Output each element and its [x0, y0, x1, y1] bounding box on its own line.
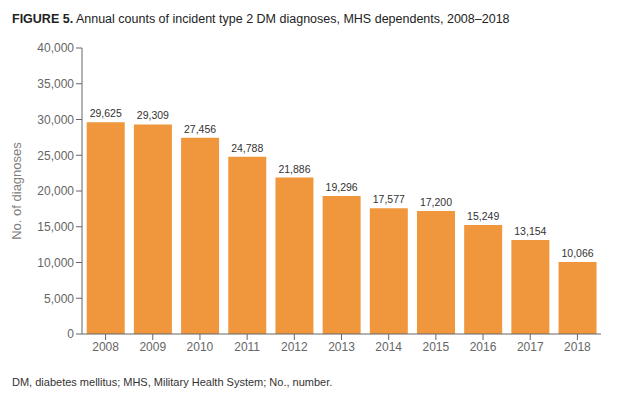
svg-text:15,000: 15,000 — [37, 220, 74, 234]
svg-text:35,000: 35,000 — [37, 77, 74, 91]
svg-text:10,066: 10,066 — [561, 247, 593, 259]
html-text:FIGURE 5. Annual counts of inc: FIGURE 5. Annual counts of incident type… — [12, 12, 510, 26]
svg-text:2009: 2009 — [139, 340, 166, 354]
svg-text:29,309: 29,309 — [137, 109, 169, 121]
svg-text:24,788: 24,788 — [231, 142, 263, 154]
svg-text:2013: 2013 — [328, 340, 355, 354]
svg-text:20,000: 20,000 — [37, 184, 74, 198]
svg-text:2014: 2014 — [375, 340, 402, 354]
svg-text:25,000: 25,000 — [37, 149, 74, 163]
svg-text:40,000: 40,000 — [37, 41, 74, 55]
svg-text:10,000: 10,000 — [37, 256, 74, 270]
html-text:DM, diabetes mellitus; MHS, Mi: DM, diabetes mellitus; MHS, Military Hea… — [12, 376, 333, 388]
svg-text:17,200: 17,200 — [420, 196, 452, 208]
svg-text:13,154: 13,154 — [514, 225, 546, 237]
svg-text:2008: 2008 — [92, 340, 119, 354]
svg-text:No. of diagnoses: No. of diagnoses — [9, 142, 24, 240]
svg-text:2016: 2016 — [470, 340, 497, 354]
svg-text:21,886: 21,886 — [278, 163, 310, 175]
svg-text:15,249: 15,249 — [467, 210, 499, 222]
svg-text:2011: 2011 — [234, 340, 260, 354]
svg-text:19,296: 19,296 — [326, 181, 358, 193]
svg-text:27,456: 27,456 — [184, 123, 216, 135]
svg-text:30,000: 30,000 — [37, 113, 74, 127]
svg-text:0: 0 — [67, 327, 74, 341]
svg-text:2018: 2018 — [564, 340, 591, 354]
svg-text:2015: 2015 — [423, 340, 450, 354]
svg-text:2010: 2010 — [187, 340, 214, 354]
svg-text:2012: 2012 — [281, 340, 308, 354]
svg-text:5,000: 5,000 — [44, 292, 74, 306]
svg-text:29,625: 29,625 — [90, 107, 122, 119]
svg-text:2017: 2017 — [517, 340, 544, 354]
svg-text:17,577: 17,577 — [373, 193, 405, 205]
